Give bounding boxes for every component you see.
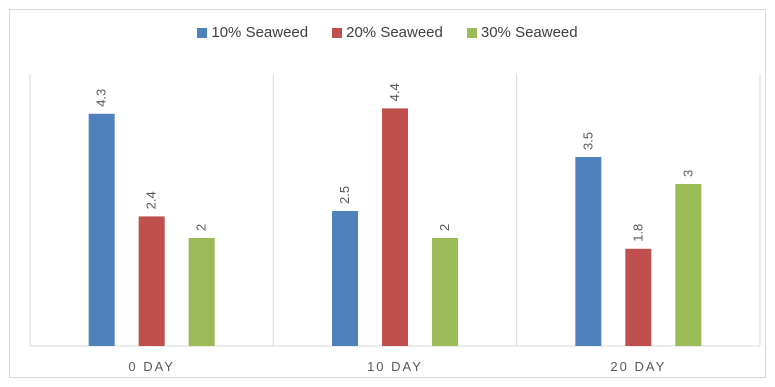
legend-label-series-3: 30% Seaweed xyxy=(480,24,578,41)
legend: 10% Seaweed 20% Seaweed 30% Seaweed xyxy=(0,24,775,41)
data-label-series-2-0-day: 2.4 xyxy=(144,191,159,209)
bar-series-3-20-day xyxy=(675,184,702,346)
bar-series-3-0-day xyxy=(188,238,215,346)
x-tick-label: 20 DAY xyxy=(610,359,666,374)
data-label-series-2-10-day: 4.4 xyxy=(387,83,402,101)
data-label-series-1-0-day: 4.3 xyxy=(94,89,109,107)
bar-series-2-20-day xyxy=(625,248,652,346)
bar-series-2-10-day xyxy=(382,108,408,347)
data-label-series-3-20-day: 3 xyxy=(680,170,695,177)
legend-swatch-series-3 xyxy=(466,27,477,38)
bar-series-1-20-day xyxy=(575,157,602,346)
data-label-series-3-10-day: 2 xyxy=(437,224,452,231)
x-tick-label: 0 DAY xyxy=(128,359,175,374)
legend-item-series-2: 20% Seaweed xyxy=(332,24,443,41)
legend-label-series-2: 20% Seaweed xyxy=(346,24,443,41)
bar-series-1-10-day xyxy=(332,211,358,346)
legend-swatch-series-1 xyxy=(197,27,208,38)
bar-series-3-10-day xyxy=(432,238,458,346)
legend-item-series-3: 30% Seaweed xyxy=(466,24,578,41)
bar-series-2-0-day xyxy=(138,216,165,346)
legend-swatch-series-2 xyxy=(332,27,343,38)
data-label-series-1-10-day: 2.5 xyxy=(337,186,352,204)
data-label-series-1-20-day: 3.5 xyxy=(580,132,595,150)
x-tick-label: 10 DAY xyxy=(367,359,423,374)
data-label-series-2-20-day: 1.8 xyxy=(630,224,645,242)
data-label-series-3-0-day: 2 xyxy=(194,224,209,231)
legend-item-series-1: 10% Seaweed xyxy=(197,24,308,41)
legend-label-series-1: 10% Seaweed xyxy=(211,24,309,41)
bar-series-1-0-day xyxy=(88,113,115,346)
